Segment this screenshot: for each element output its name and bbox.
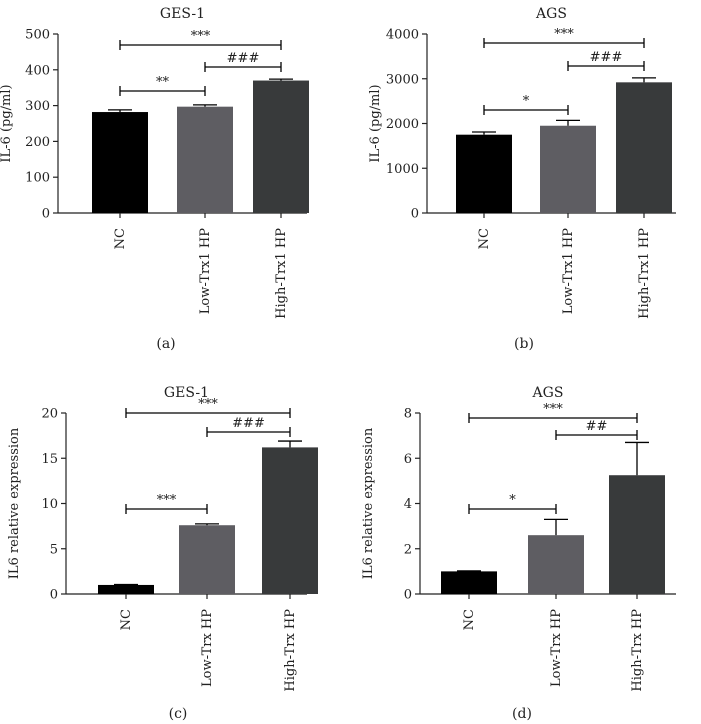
y-tick-label: 1000	[386, 162, 419, 177]
bar-3	[616, 82, 672, 213]
category-label: High-Trx HP	[283, 609, 298, 692]
panel-label: (c)	[169, 706, 188, 722]
bar-2	[179, 525, 235, 594]
category-label: High-Trx HP	[630, 609, 645, 692]
panel-label: (d)	[512, 706, 532, 722]
bar-1	[98, 584, 154, 594]
category-label: NC	[477, 228, 492, 249]
bar-3	[253, 80, 309, 213]
y-tick-label: 500	[25, 28, 50, 43]
y-tick-label: 3000	[386, 72, 419, 87]
bar-2	[177, 106, 233, 213]
y-tick-label: 0	[411, 207, 419, 222]
chart-title: GES-1	[164, 385, 209, 401]
significance-marker: ###	[590, 50, 623, 65]
significance-marker: ***	[198, 397, 218, 412]
category-label: High-Trx1 HP	[274, 228, 289, 319]
significance-marker: ***	[191, 29, 211, 44]
significance-marker: **	[156, 75, 170, 90]
category-label: NC	[119, 609, 134, 630]
significance-marker: ##	[586, 419, 608, 434]
y-tick-label: 0	[404, 588, 412, 603]
bar-1	[441, 571, 497, 594]
chart-title: GES-1	[160, 6, 205, 22]
panel-label: (b)	[514, 336, 534, 352]
bar-1	[456, 134, 512, 213]
significance-marker: ***	[554, 27, 574, 42]
chart-title: AGS	[535, 6, 567, 22]
panel-label: (a)	[156, 336, 175, 352]
y-tick-label: 10	[41, 497, 58, 512]
y-tick-label: 8	[404, 407, 412, 422]
y-tick-label: 20	[41, 407, 58, 422]
chart-panel-2: AGS 0 1000 2000 3000 4000 IL-6 (pg/ml) NC Low-Tr…	[368, 6, 676, 352]
bar-2	[540, 125, 596, 213]
y-axis-label: IL-6 (pg/ml)	[368, 84, 383, 162]
chart-panel-4: AGS 0 2 4 6 8 IL6 relative expression NC Low-Trx…	[361, 385, 676, 722]
y-tick-label: 4	[404, 497, 412, 512]
y-tick-label: 5	[50, 542, 58, 557]
significance-marker: *	[509, 493, 516, 508]
bar-2	[528, 535, 584, 594]
y-tick-label: 6	[404, 452, 412, 467]
category-label: Low-Trx HP	[549, 609, 564, 687]
y-tick-label: 4000	[386, 28, 419, 43]
y-tick-label: 0	[50, 588, 58, 603]
chart-panel-1: GES-1 0 100 200 300 400 500 IL-6 (pg/ml) NC Low-T…	[0, 6, 309, 352]
significance-marker: ***	[543, 402, 563, 417]
significance-marker: *	[523, 94, 530, 109]
y-tick-label: 2000	[386, 117, 419, 132]
category-label: Low-Trx1 HP	[561, 228, 576, 314]
y-tick-label: 200	[25, 135, 50, 150]
significance-marker: ***	[157, 493, 177, 508]
y-axis-label: IL6 relative expression	[7, 427, 22, 579]
category-label: NC	[462, 609, 477, 630]
category-label: High-Trx1 HP	[637, 228, 652, 319]
y-tick-label: 15	[41, 452, 58, 467]
y-axis-label: IL6 relative expression	[361, 427, 376, 579]
y-tick-label: 300	[25, 99, 50, 114]
chart-title: AGS	[532, 385, 564, 401]
bar-3	[609, 475, 665, 594]
y-axis-label: IL-6 (pg/ml)	[0, 84, 14, 162]
y-tick-label: 400	[25, 63, 50, 78]
category-label: Low-Trx1 HP	[198, 228, 213, 314]
y-tick-label: 100	[25, 171, 50, 186]
significance-marker: ###	[232, 416, 265, 431]
category-label: NC	[113, 228, 128, 249]
y-tick-label: 2	[404, 542, 412, 557]
chart-panel-3: GES-1 0 5 10 15 20 IL6 relative expression NC Lo…	[7, 385, 318, 722]
bar-3	[262, 447, 318, 594]
significance-marker: ###	[227, 51, 260, 66]
y-tick-label: 0	[42, 207, 50, 222]
category-label: Low-Trx HP	[200, 609, 215, 687]
bar-1	[92, 112, 148, 213]
